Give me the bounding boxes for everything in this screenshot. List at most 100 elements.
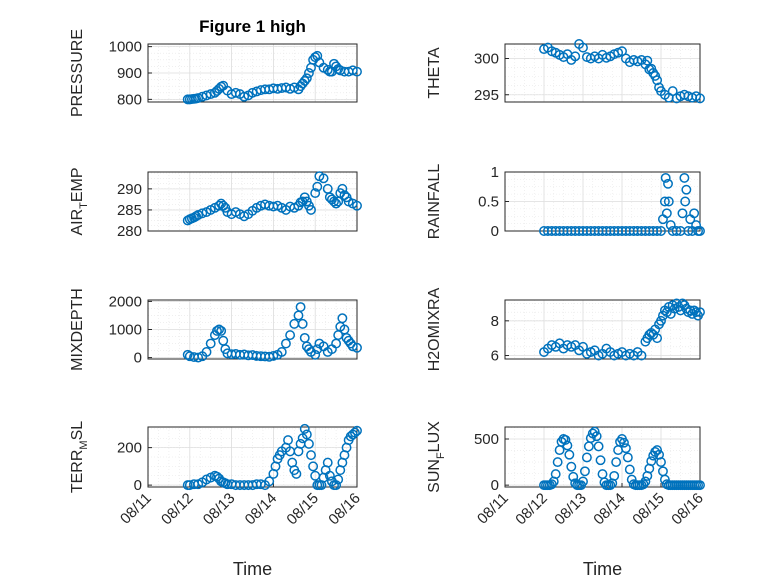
data-point [550,469,561,480]
data-point [349,427,360,438]
data-point [695,307,705,318]
y-axis-label: PRESSURE [69,29,86,117]
data-point [201,347,212,357]
data-point [615,436,625,447]
data-point [268,350,279,361]
data-point [652,445,663,456]
data-point [659,196,670,207]
y-tick-label: 0 [491,477,499,494]
data-point [570,51,581,62]
data-point [299,75,310,86]
y-axis-label-main: TERR [69,450,86,494]
y-tick-label: 0 [134,350,142,367]
y-tick-label: 800 [117,91,142,108]
y-axis-label-subscript: T [78,202,90,209]
y-axis-label-subscript: F [435,452,447,459]
y-tick-label: 1000 [109,322,142,339]
y-tick-label: 2000 [109,293,142,310]
y-axis-label-end: EMP [69,167,86,202]
data-point [609,470,620,481]
data-point [322,457,333,468]
data-point [562,440,573,451]
data-point [589,426,600,437]
data-point [264,476,275,487]
data-point [214,200,225,211]
chart-title: Figure 1 high [199,17,306,36]
data-point [663,196,674,207]
data-point [331,198,342,209]
data-point [310,349,321,360]
data-point [318,173,329,184]
data-point [285,330,296,341]
panel-theta: 295 300 THETA [426,39,705,104]
data-point [622,452,633,463]
data-point [312,181,323,192]
data-point [660,172,671,183]
y-tick-label: 200 [117,440,142,457]
y-tick-label: 500 [474,431,499,448]
y-tick-label: 0.5 [478,194,499,211]
x-tick-label: 08/14 [590,490,629,529]
y-axis-label-main: AIR [69,209,86,236]
x-tick-label: 08/15 [283,490,322,529]
panel-rainfall: 0 0.5 1 RAINFALL [426,164,705,240]
x-tick-label: 08/12 [158,490,197,529]
data-point [581,452,592,463]
axes-border [504,299,701,360]
y-axis-label-main: RAINFALL [426,164,443,240]
data-point [595,455,606,466]
y-axis-label-end: LUX [426,421,443,452]
data-point [276,347,287,357]
data-point [624,464,635,475]
data-point [301,73,312,84]
data-point [636,350,647,361]
data-point [644,329,655,340]
y-tick-label: 900 [117,65,142,82]
x-tick-label: 08/13 [551,490,590,529]
data-point [619,437,629,448]
data-point [656,457,666,468]
data-point [695,93,705,104]
data-point [679,172,690,183]
data-point [205,338,216,349]
data-point [652,226,663,236]
y-tick-label: 0 [134,477,142,494]
data-point [661,208,672,219]
data-point [578,476,588,487]
x-tick-label: 08/11 [474,490,512,528]
series-markers [182,302,362,363]
data-point [333,474,344,485]
x-tick-label: 08/12 [512,490,551,529]
y-tick-label: 6 [491,348,499,365]
data-point [191,211,202,222]
data-point [347,341,358,352]
data-point [646,456,657,467]
data-point [331,480,342,491]
data-point [663,178,673,189]
data-point [568,471,579,482]
data-point [671,226,682,236]
data-point [695,226,705,236]
data-point [295,302,306,312]
y-tick-label: 1000 [109,39,142,56]
y-tick-label: 0 [491,223,499,240]
y-tick-label: 295 [474,87,499,104]
y-axis-label: MIXDEPTH [69,288,86,371]
data-point [695,480,705,491]
data-point [312,344,323,355]
data-point [665,220,676,231]
axes-border [504,43,701,103]
data-point [580,466,590,477]
data-point [303,68,314,78]
panel-mixdepth: 0 1000 2000 MIXDEPTH [69,288,362,371]
data-point [299,423,310,434]
y-tick-label: 300 [474,51,499,68]
data-point [667,86,678,97]
series-markers [539,39,705,104]
data-point [680,196,691,207]
data-point [352,342,362,353]
y-tick-label: 8 [491,313,499,330]
y-tick-label: 1 [491,164,499,181]
data-point [640,476,651,487]
